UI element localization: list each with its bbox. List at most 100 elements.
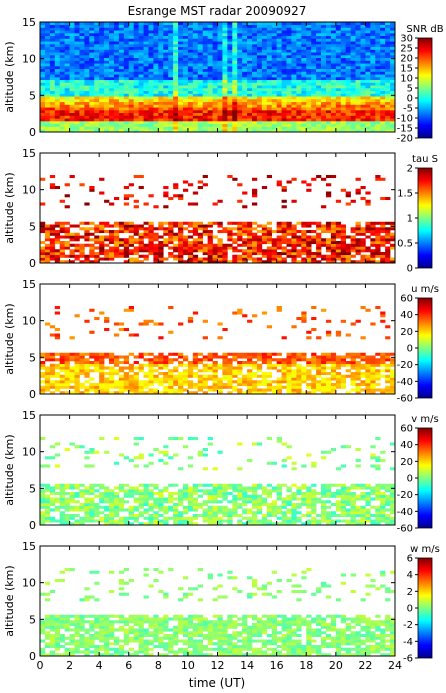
heatmap-cell bbox=[380, 60, 386, 64]
heatmap-cell bbox=[355, 41, 361, 45]
heatmap-cell bbox=[44, 110, 51, 114]
heatmap-cell bbox=[301, 104, 307, 108]
heatmap-cell bbox=[350, 243, 356, 247]
heatmap-cell bbox=[256, 224, 263, 228]
heatmap-cell bbox=[202, 232, 208, 236]
heatmap-cell bbox=[306, 115, 312, 119]
heatmap-cell bbox=[94, 99, 100, 103]
heatmap-cell bbox=[286, 74, 292, 78]
heatmap-cell bbox=[49, 500, 56, 504]
heatmap-cell bbox=[207, 88, 213, 92]
heatmap-cell bbox=[128, 374, 134, 378]
heatmap-cell bbox=[271, 33, 277, 37]
heatmap-cell bbox=[276, 252, 282, 256]
heatmap-cell bbox=[54, 44, 61, 48]
heatmap-cell bbox=[242, 238, 248, 242]
heatmap-cell bbox=[321, 121, 327, 125]
heatmap-cell bbox=[138, 126, 144, 130]
heatmap-cell bbox=[247, 369, 253, 373]
heatmap-cell bbox=[301, 246, 307, 250]
heatmap-cell bbox=[281, 257, 287, 261]
heatmap-cell bbox=[242, 361, 248, 365]
heatmap-cell bbox=[370, 363, 376, 367]
heatmap-cell bbox=[256, 355, 263, 359]
heatmap-cell bbox=[365, 355, 371, 359]
heatmap-cell bbox=[109, 115, 115, 119]
heatmap-cell bbox=[222, 68, 228, 72]
heatmap-cell bbox=[385, 82, 391, 86]
heatmap-cell bbox=[123, 241, 130, 245]
heatmap-cell bbox=[390, 110, 396, 114]
heatmap-cell bbox=[222, 363, 228, 367]
heatmap-cell bbox=[360, 241, 366, 245]
heatmap-cell bbox=[49, 489, 56, 493]
heatmap-cell bbox=[113, 30, 120, 34]
heatmap-cell bbox=[99, 90, 105, 94]
heatmap-cell bbox=[94, 104, 100, 108]
heatmap-cell bbox=[281, 241, 287, 245]
heatmap-cell bbox=[187, 99, 194, 103]
heatmap-cell bbox=[79, 33, 85, 37]
heatmap-cell bbox=[291, 74, 297, 78]
heatmap-cell bbox=[158, 107, 164, 111]
heatmap-cell bbox=[247, 99, 253, 103]
heatmap-cell bbox=[345, 71, 351, 75]
heatmap-cell bbox=[99, 93, 105, 97]
heatmap-cell bbox=[197, 52, 204, 56]
heatmap-cell bbox=[182, 355, 189, 359]
heatmap-cell bbox=[296, 391, 302, 395]
heatmap-cell bbox=[64, 27, 70, 31]
heatmap-cell bbox=[69, 35, 75, 39]
heatmap-cell bbox=[143, 118, 149, 122]
heatmap-cell bbox=[380, 22, 386, 26]
heatmap-cell bbox=[247, 52, 253, 56]
heatmap-cell bbox=[301, 57, 307, 61]
heatmap-cell bbox=[291, 110, 297, 114]
heatmap-cell bbox=[59, 30, 65, 34]
heatmap-cell bbox=[222, 358, 228, 362]
heatmap-cell bbox=[380, 227, 386, 231]
heatmap-cell bbox=[227, 35, 233, 39]
heatmap-cell bbox=[237, 71, 243, 75]
heatmap-cell bbox=[54, 224, 61, 228]
heatmap-cell bbox=[345, 55, 351, 59]
heatmap-cell bbox=[89, 49, 95, 53]
heatmap-cell bbox=[49, 352, 56, 356]
heatmap-cell bbox=[192, 243, 199, 247]
heatmap-cell bbox=[133, 96, 139, 100]
heatmap-cell bbox=[276, 391, 282, 395]
heatmap-cell bbox=[261, 388, 268, 392]
heatmap-cell bbox=[148, 123, 154, 127]
heatmap-cell bbox=[173, 38, 179, 42]
heatmap-cell bbox=[109, 383, 115, 387]
heatmap-cell bbox=[390, 363, 396, 367]
heatmap-cell bbox=[168, 361, 174, 365]
heatmap-cell bbox=[64, 492, 70, 496]
heatmap-cell bbox=[133, 361, 139, 365]
heatmap-cell bbox=[276, 24, 282, 28]
heatmap-cell bbox=[325, 385, 332, 389]
heatmap-cell bbox=[252, 60, 258, 64]
heatmap-cell bbox=[168, 388, 174, 392]
heatmap-cell bbox=[148, 60, 154, 64]
heatmap-cell bbox=[207, 107, 213, 111]
heatmap-cell bbox=[153, 361, 159, 365]
heatmap-cell bbox=[94, 385, 100, 389]
heatmap-cell bbox=[59, 38, 65, 42]
heatmap-cell bbox=[148, 71, 154, 75]
heatmap-cell bbox=[291, 177, 297, 181]
heatmap-cell bbox=[380, 238, 386, 242]
heatmap-cell bbox=[385, 232, 391, 236]
heatmap-cell bbox=[40, 126, 46, 130]
heatmap-cell bbox=[355, 82, 361, 86]
heatmap-cell bbox=[69, 110, 75, 114]
heatmap-cell bbox=[54, 306, 61, 310]
heatmap-cell bbox=[113, 369, 120, 373]
heatmap-cell bbox=[222, 361, 228, 365]
heatmap-cell bbox=[276, 254, 282, 258]
heatmap-cell bbox=[64, 486, 70, 490]
heatmap-cell bbox=[109, 107, 115, 111]
heatmap-cell bbox=[123, 27, 130, 31]
heatmap-cell bbox=[261, 79, 268, 83]
heatmap-cell bbox=[118, 107, 125, 111]
